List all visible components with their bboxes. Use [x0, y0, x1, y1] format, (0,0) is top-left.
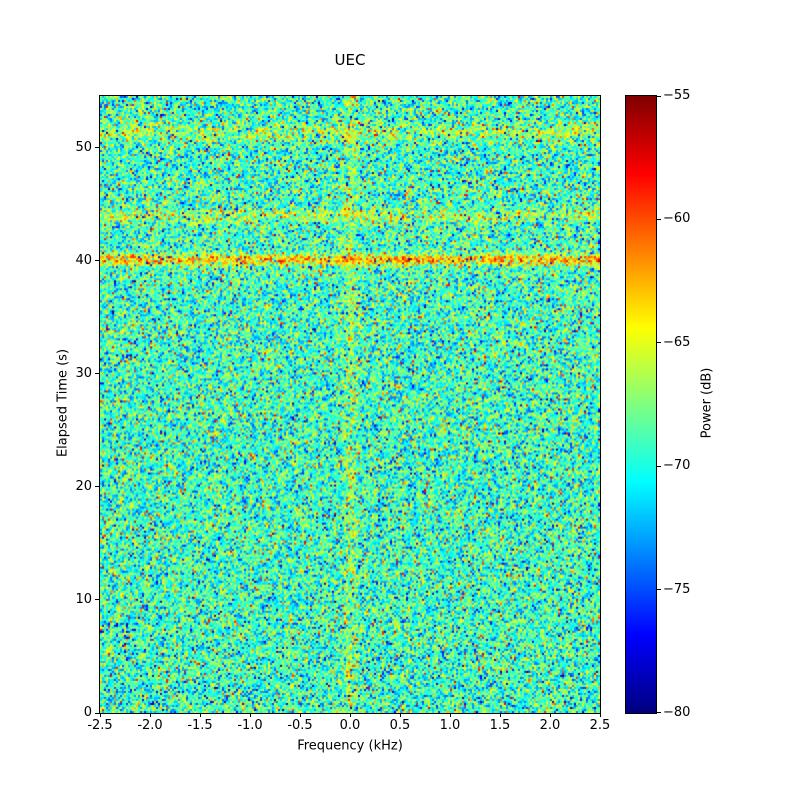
colorbar-tick-label: −55 — [663, 88, 691, 103]
y-tick — [95, 147, 99, 149]
y-tick-label: 20 — [75, 478, 92, 494]
y-tick-label: 50 — [75, 139, 92, 155]
y-tick — [95, 373, 99, 375]
x-tick-label: 1.5 — [489, 718, 511, 733]
colorbar-tick — [657, 342, 661, 344]
colorbar-tick-label: −75 — [663, 581, 691, 597]
y-tick-label: 40 — [75, 252, 92, 268]
colorbar-tick-label: −70 — [663, 458, 691, 474]
y-tick-label: 30 — [75, 365, 92, 381]
colorbar-tick-label: −80 — [663, 705, 691, 720]
x-tick-label: 1.0 — [439, 718, 461, 733]
colorbar-ticks — [657, 96, 661, 713]
spectrogram-plot-area — [99, 95, 601, 714]
y-tick — [95, 486, 99, 488]
colorbar-tick — [657, 589, 661, 591]
x-tick — [249, 713, 251, 717]
x-tick-label: -1.5 — [187, 718, 213, 733]
x-tick-label: -0.5 — [287, 718, 313, 733]
colorbar-tick-label: −65 — [663, 334, 691, 350]
y-axis-label: Elapsed Time (s) — [55, 348, 71, 458]
x-tick — [99, 713, 101, 717]
y-tick — [95, 599, 99, 601]
colorbar-tick — [657, 712, 661, 713]
spectrogram-heatmap — [100, 96, 600, 713]
x-tick — [299, 713, 301, 717]
x-tick-label: 0.0 — [339, 718, 361, 733]
colorbar-tick — [657, 218, 661, 220]
x-tick — [199, 713, 201, 717]
x-tick-label: 2.5 — [589, 718, 611, 733]
y-axis-ticks — [95, 96, 99, 714]
colorbar-label: Power (dB) — [699, 367, 715, 439]
x-tick — [499, 713, 501, 717]
x-tick — [599, 713, 601, 717]
colorbar — [625, 95, 657, 714]
colorbar-tick — [657, 465, 661, 467]
colorbar-tick-label: −60 — [663, 211, 691, 227]
y-tick-label: 0 — [83, 705, 92, 720]
x-tick — [349, 713, 351, 717]
x-tick — [149, 713, 151, 717]
x-tick-label: -1.0 — [237, 718, 263, 733]
x-tick-label: -2.5 — [87, 718, 113, 733]
x-tick — [549, 713, 551, 717]
y-axis-tick-labels: 0 10 20 30 40 50 — [56, 96, 92, 720]
x-tick-label: 2.0 — [539, 718, 561, 733]
x-axis-tick-labels: -2.5 -2.0 -1.5 -1.0 -0.5 0.0 0.5 1.0 1.5 2.0 2.5 — [87, 718, 610, 734]
x-tick-label: -2.0 — [137, 718, 163, 733]
colorbar-tick-labels: −55 −60 −65 −70 −75 −80 — [663, 88, 703, 720]
x-tick — [449, 713, 451, 717]
x-tick — [399, 713, 401, 717]
x-tick-label: 0.5 — [389, 718, 411, 733]
x-axis-label: Frequency (kHz) — [297, 738, 403, 754]
plot-title: UEC — [334, 51, 366, 69]
colorbar-tick — [657, 96, 661, 97]
y-tick — [95, 712, 99, 714]
colorbar-gradient — [626, 96, 656, 713]
x-axis-ticks — [99, 713, 601, 717]
y-tick — [95, 260, 99, 262]
y-tick-label: 10 — [75, 591, 92, 607]
